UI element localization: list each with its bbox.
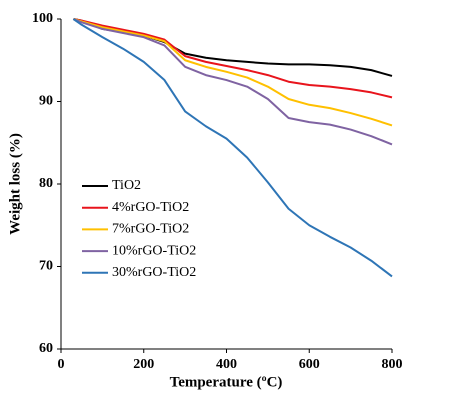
legend-label: 7%rGO-TiO2 <box>112 222 189 237</box>
y-tick-label: 80 <box>39 176 53 191</box>
y-tick-label: 70 <box>39 259 53 274</box>
series-line <box>73 18 393 127</box>
y-axis-label: Weight loss (%) <box>7 133 23 235</box>
x-tick-label: 200 <box>133 357 154 372</box>
y-tick-label: 90 <box>39 94 53 109</box>
x-tick-label: 600 <box>299 357 320 372</box>
x-tick-label: 800 <box>382 357 403 372</box>
legend-label: TiO2 <box>112 178 141 193</box>
x-tick-label: 0 <box>58 357 65 372</box>
y-tick-label: 60 <box>39 341 53 356</box>
x-axis-label: Temperature (ºC) <box>170 374 283 390</box>
series-line <box>73 18 393 146</box>
series-line <box>72 18 393 278</box>
y-tick-label: 100 <box>32 11 53 26</box>
series-line <box>73 18 393 99</box>
legend-label: 10%rGO-TiO2 <box>112 243 196 258</box>
x-tick-label: 400 <box>216 357 237 372</box>
legend-label: 4%rGO-TiO2 <box>112 200 189 215</box>
legend-label: 30%rGO-TiO2 <box>112 265 196 280</box>
